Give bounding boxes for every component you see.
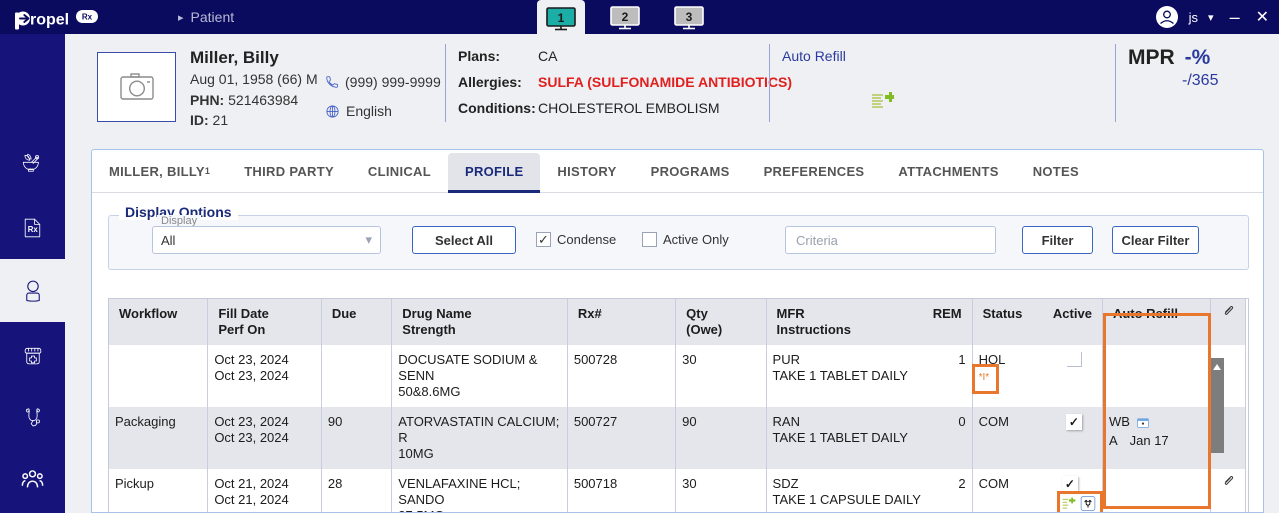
svg-text:2: 2 xyxy=(622,10,629,24)
svg-text:Rx: Rx xyxy=(27,225,38,234)
svg-text:1: 1 xyxy=(558,11,565,25)
svg-text:ropel: ropel xyxy=(30,12,69,29)
svg-text:3: 3 xyxy=(686,10,693,24)
svg-text:Rx: Rx xyxy=(82,13,93,22)
